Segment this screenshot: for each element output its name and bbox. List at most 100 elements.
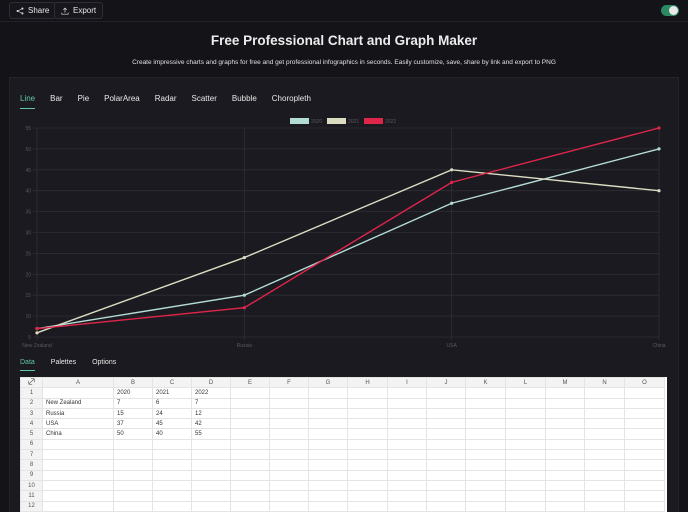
cell[interactable]: [387, 449, 427, 461]
cell[interactable]: [624, 387, 665, 399]
cell[interactable]: [584, 418, 625, 430]
cell[interactable]: [426, 387, 466, 399]
cell[interactable]: [505, 449, 546, 461]
cell[interactable]: [269, 407, 309, 420]
cell[interactable]: [269, 418, 309, 430]
cell[interactable]: [113, 438, 153, 451]
cell[interactable]: [269, 469, 309, 481]
cell[interactable]: 7: [113, 397, 153, 409]
cell[interactable]: [426, 397, 466, 409]
row-header[interactable]: 10: [20, 479, 43, 492]
cell[interactable]: [42, 449, 114, 461]
cell[interactable]: [230, 469, 270, 481]
data-point[interactable]: [657, 147, 661, 151]
data-point[interactable]: [657, 189, 661, 193]
cell[interactable]: [624, 449, 665, 461]
cell[interactable]: [308, 449, 348, 461]
cell[interactable]: [387, 459, 427, 471]
cell[interactable]: [42, 490, 114, 502]
cell[interactable]: [387, 397, 427, 409]
row-header[interactable]: 7: [20, 449, 43, 461]
row-header[interactable]: 3: [20, 407, 43, 420]
cell[interactable]: [387, 469, 427, 481]
cell[interactable]: [465, 469, 506, 481]
cell[interactable]: [269, 459, 309, 471]
cell[interactable]: [387, 438, 427, 451]
cell[interactable]: [387, 407, 427, 420]
cell[interactable]: [465, 459, 506, 471]
cell[interactable]: [584, 490, 625, 502]
cell[interactable]: 2022: [191, 387, 231, 399]
data-point[interactable]: [450, 180, 454, 184]
legend-swatch[interactable]: [364, 118, 383, 124]
cell[interactable]: [465, 438, 506, 451]
cell[interactable]: [191, 490, 231, 502]
cell[interactable]: 55: [191, 428, 231, 440]
cell[interactable]: [152, 449, 192, 461]
cell[interactable]: 24: [152, 407, 192, 420]
cell[interactable]: [545, 387, 585, 399]
cell[interactable]: [426, 438, 466, 451]
legend-label[interactable]: 2021: [348, 119, 359, 125]
cell[interactable]: [230, 428, 270, 440]
cell[interactable]: [347, 490, 388, 502]
cell[interactable]: [387, 490, 427, 502]
column-header[interactable]: L: [505, 377, 546, 389]
cell[interactable]: Russia: [42, 407, 114, 420]
cell[interactable]: [545, 490, 585, 502]
cell[interactable]: [624, 490, 665, 502]
cell[interactable]: 40: [152, 428, 192, 440]
cell[interactable]: [191, 438, 231, 451]
cell[interactable]: [624, 500, 665, 512]
cell[interactable]: [42, 500, 114, 512]
cell[interactable]: [465, 449, 506, 461]
row-header[interactable]: 9: [20, 469, 43, 481]
cell[interactable]: [545, 469, 585, 481]
cell[interactable]: [191, 479, 231, 492]
cell[interactable]: [230, 387, 270, 399]
cell[interactable]: [347, 407, 388, 420]
column-header[interactable]: H: [347, 377, 388, 389]
cell[interactable]: [191, 449, 231, 461]
cell[interactable]: [113, 459, 153, 471]
legend-label[interactable]: 2020: [311, 119, 322, 125]
cell[interactable]: New Zealand: [42, 397, 114, 409]
legend-label[interactable]: 2022: [385, 119, 396, 125]
cell[interactable]: [426, 500, 466, 512]
select-all-corner[interactable]: [20, 377, 43, 389]
row-header[interactable]: 12: [20, 500, 43, 512]
cell[interactable]: [347, 397, 388, 409]
row-header[interactable]: 11: [20, 490, 43, 502]
cell[interactable]: [347, 500, 388, 512]
tab-palettes[interactable]: Palettes: [50, 359, 77, 366]
tab-options[interactable]: Options: [92, 359, 117, 366]
data-point[interactable]: [35, 327, 39, 331]
column-header[interactable]: M: [545, 377, 585, 389]
cell[interactable]: [584, 428, 625, 440]
column-header[interactable]: J: [426, 377, 466, 389]
cell[interactable]: [505, 459, 546, 471]
cell[interactable]: 15: [113, 407, 153, 420]
cell[interactable]: 37: [113, 418, 153, 430]
cell[interactable]: [230, 397, 270, 409]
cell[interactable]: [545, 418, 585, 430]
cell[interactable]: [269, 449, 309, 461]
cell[interactable]: [465, 397, 506, 409]
cell[interactable]: [545, 449, 585, 461]
cell[interactable]: [545, 397, 585, 409]
share-button[interactable]: Share: [9, 2, 57, 19]
cell[interactable]: [505, 428, 546, 440]
cell[interactable]: [347, 449, 388, 461]
cell[interactable]: [387, 500, 427, 512]
column-header[interactable]: I: [387, 377, 427, 389]
cell[interactable]: [387, 428, 427, 440]
cell[interactable]: [545, 428, 585, 440]
cell[interactable]: [465, 407, 506, 420]
cell[interactable]: [269, 387, 309, 399]
cell[interactable]: [387, 418, 427, 430]
cell[interactable]: [308, 407, 348, 420]
cell[interactable]: [152, 469, 192, 481]
legend-swatch[interactable]: [290, 118, 309, 124]
cell[interactable]: [269, 490, 309, 502]
data-point[interactable]: [657, 126, 661, 130]
